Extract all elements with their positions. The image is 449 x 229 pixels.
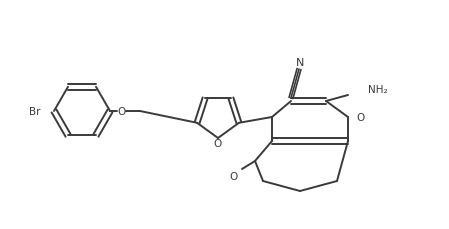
Text: O: O — [118, 106, 126, 117]
Text: Br: Br — [28, 106, 40, 117]
Text: O: O — [230, 171, 238, 181]
Text: N: N — [296, 58, 304, 68]
Text: O: O — [356, 112, 364, 123]
Text: NH₂: NH₂ — [368, 85, 387, 95]
Text: O: O — [214, 138, 222, 148]
